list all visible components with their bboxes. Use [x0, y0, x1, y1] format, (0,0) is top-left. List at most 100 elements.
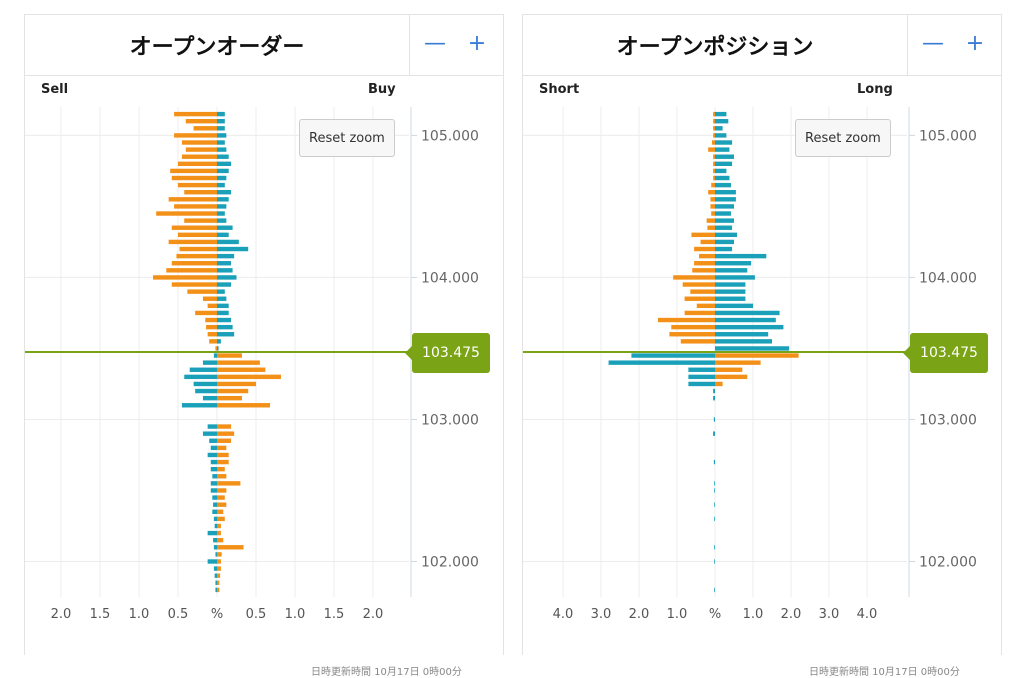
bar-long — [715, 275, 755, 280]
bar-buy-below-price — [212, 474, 217, 479]
bar-long — [715, 261, 752, 266]
bar-long — [715, 296, 746, 301]
bar-long-below-price — [608, 360, 715, 365]
bar-buy-below-price — [181, 403, 217, 408]
bar-long-below-price — [714, 587, 715, 593]
bar-short — [682, 282, 715, 287]
bar-long — [715, 268, 748, 273]
bar-buy-below-price — [212, 509, 217, 514]
bar-short — [706, 218, 715, 223]
reset-zoom-button[interactable]: Reset zoom — [299, 119, 395, 157]
bar-long — [715, 374, 748, 380]
bar-long — [715, 239, 734, 245]
bar-long — [715, 332, 769, 337]
value-tick-label: 1.0 — [285, 607, 306, 622]
bar-short — [710, 204, 715, 209]
bar-sell — [168, 239, 217, 245]
bar-sell — [187, 289, 217, 294]
bar-long — [715, 246, 733, 252]
bar-buy — [217, 403, 271, 408]
bar-short — [694, 246, 715, 252]
bar-buy-below-price — [215, 580, 217, 585]
reset-zoom-button[interactable]: Reset zoom — [795, 119, 891, 157]
bar-buy — [217, 438, 232, 443]
bar-buy — [217, 495, 225, 500]
bar-buy — [217, 587, 220, 593]
bar-long — [715, 147, 730, 152]
bar-short — [707, 225, 715, 230]
bar-long — [715, 346, 790, 351]
bar-buy — [217, 296, 227, 301]
value-tick-label: 1.5 — [324, 607, 345, 622]
bar-buy — [217, 168, 229, 174]
zoom-out-button[interactable]: — — [922, 31, 944, 56]
value-tick-label: 3.0 — [591, 607, 612, 622]
value-tick-label: 0.5 — [246, 607, 267, 622]
bar-buy — [217, 545, 244, 550]
bar-long — [715, 211, 731, 216]
bar-buy — [217, 303, 229, 309]
bar-buy — [217, 310, 229, 316]
price-tick-label: 103.000 — [919, 412, 977, 428]
bar-short — [710, 197, 715, 202]
bar-buy — [217, 261, 232, 266]
bar-short — [690, 289, 715, 294]
bar-sell — [176, 253, 217, 259]
bar-buy — [217, 119, 225, 124]
bar-buy — [217, 481, 241, 486]
bar-short — [684, 296, 715, 301]
bar-buy — [217, 154, 229, 159]
bar-buy — [217, 324, 233, 330]
bar-long — [715, 175, 730, 181]
open-orders-title: オープンオーダー — [129, 35, 305, 60]
bar-long — [715, 190, 736, 195]
bar-sell — [174, 133, 217, 138]
bar-buy — [217, 452, 229, 458]
bar-buy-below-price — [210, 481, 217, 486]
price-tick-label: 104.000 — [919, 270, 977, 286]
price-tick-label: 102.000 — [919, 554, 977, 570]
zoom-in-button[interactable]: + — [965, 31, 985, 56]
price-tick-label: 104.000 — [421, 270, 479, 286]
current-price-badge: 103.475 — [405, 333, 490, 373]
bar-short — [699, 253, 715, 259]
bar-buy-below-price — [213, 566, 217, 571]
bar-long-below-price — [688, 381, 715, 387]
bar-short — [713, 119, 715, 124]
current-price-badge: 103.475 — [903, 333, 988, 373]
bar-sell — [207, 303, 217, 309]
bar-sell — [171, 261, 217, 266]
bar-short — [713, 133, 715, 138]
bar-buy-below-price — [207, 424, 217, 429]
bar-buy — [217, 523, 221, 529]
bar-buy — [217, 289, 225, 294]
bar-sell — [209, 339, 217, 344]
price-tick-label: 105.000 — [421, 128, 479, 144]
bar-buy — [217, 211, 225, 216]
bar-long-below-price — [631, 353, 715, 358]
bar-sell — [185, 147, 217, 152]
bar-buy — [217, 182, 225, 188]
bar-buy-below-price — [215, 552, 217, 557]
bar-long — [715, 367, 743, 372]
bar-buy — [217, 559, 221, 564]
sell-label: Sell — [41, 82, 69, 97]
bar-sell — [206, 324, 217, 330]
zoom-in-button[interactable]: + — [467, 31, 487, 56]
bar-buy-below-price — [210, 466, 217, 472]
bar-long — [715, 182, 731, 188]
bar-buy — [217, 374, 281, 380]
bar-buy — [217, 275, 237, 280]
bar-buy — [217, 445, 227, 451]
bar-buy — [217, 580, 220, 585]
zoom-out-button[interactable]: — — [424, 31, 446, 56]
bar-short — [711, 211, 715, 216]
bar-buy — [217, 502, 227, 507]
bar-sell — [193, 126, 217, 131]
bar-sell — [171, 175, 217, 181]
bar-buy — [217, 466, 225, 472]
bar-buy — [217, 175, 227, 181]
price-tick-label: 105.000 — [919, 128, 977, 144]
bar-short — [713, 161, 715, 167]
bar-sell — [178, 182, 217, 188]
